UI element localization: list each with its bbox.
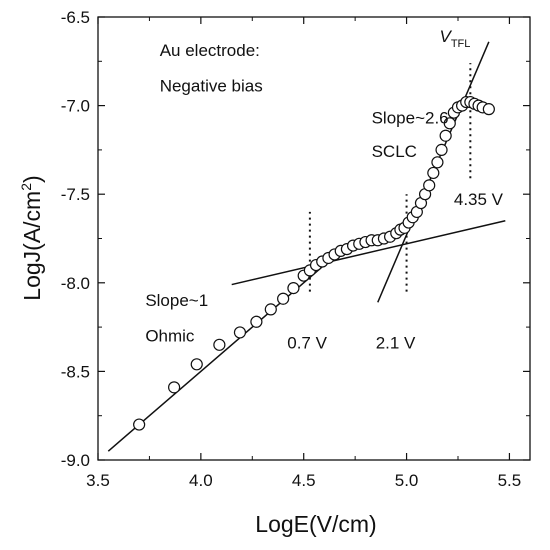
fit-line — [231, 220, 506, 286]
data-point — [133, 418, 146, 431]
data-point — [482, 103, 495, 116]
y-tick-label: -6.5 — [61, 8, 90, 27]
annotation-text: 0.7 V — [287, 333, 327, 352]
x-tick-label: 5.0 — [395, 471, 419, 490]
data-point — [439, 129, 452, 142]
vtfl-label: VTFL — [439, 27, 470, 50]
annotation-text: Slope~2.6 — [372, 108, 449, 127]
data-point — [431, 156, 444, 169]
y-axis-title-sup: 2 — [18, 183, 34, 191]
annotations: Au electrode: Negative bias Slope~2.6 SCLC 4… — [145, 41, 503, 352]
data-point — [213, 338, 226, 351]
data-point — [168, 381, 181, 394]
axis-ticks: 3.5 4.0 4.5 5.0 5.5 -9.0 -8.5 -8.0 -7.5 -7.0 -6.5 — [61, 8, 530, 490]
data-point — [427, 166, 440, 180]
data-point — [435, 143, 448, 156]
annotation-text: Negative bias — [160, 76, 263, 95]
data-point — [233, 326, 247, 339]
y-axis-title-main: LogJ(A/cm — [19, 191, 45, 301]
vtfl-main: V — [439, 27, 452, 46]
guide-lines — [308, 63, 472, 292]
annotation-text: Ohmic — [145, 326, 195, 345]
data-point — [277, 292, 290, 305]
annotation-text: SCLC — [372, 142, 417, 161]
data-point — [443, 117, 456, 130]
x-axis-title: LogE(V/cm) — [255, 511, 376, 537]
annotation-text: 4.35 V — [454, 190, 504, 209]
annotation-text: Slope~1 — [145, 291, 208, 310]
y-tick-label: -7.5 — [61, 185, 90, 204]
fit-lines — [107, 41, 506, 452]
y-tick-label: -9.0 — [61, 451, 90, 470]
y-axis-title: LogJ(A/cm2) — [18, 175, 45, 300]
y-axis-title-close: ) — [19, 175, 45, 183]
x-tick-label: 4.0 — [189, 471, 213, 490]
annotation-text: 2.1 V — [376, 333, 416, 352]
data-point — [250, 315, 263, 328]
data-point — [264, 303, 277, 316]
vtfl-sub: TFL — [451, 38, 471, 50]
x-tick-label: 3.5 — [86, 471, 110, 490]
x-tick-label: 5.5 — [498, 471, 522, 490]
y-tick-label: -7.0 — [61, 97, 90, 116]
annotation-text: Au electrode: — [160, 41, 260, 60]
y-tick-label: -8.0 — [61, 274, 90, 293]
data-point — [423, 179, 436, 192]
data-points — [133, 95, 495, 431]
data-point — [190, 358, 203, 371]
data-point — [287, 282, 300, 295]
y-tick-label: -8.5 — [61, 362, 90, 381]
x-tick-label: 4.5 — [292, 471, 316, 490]
